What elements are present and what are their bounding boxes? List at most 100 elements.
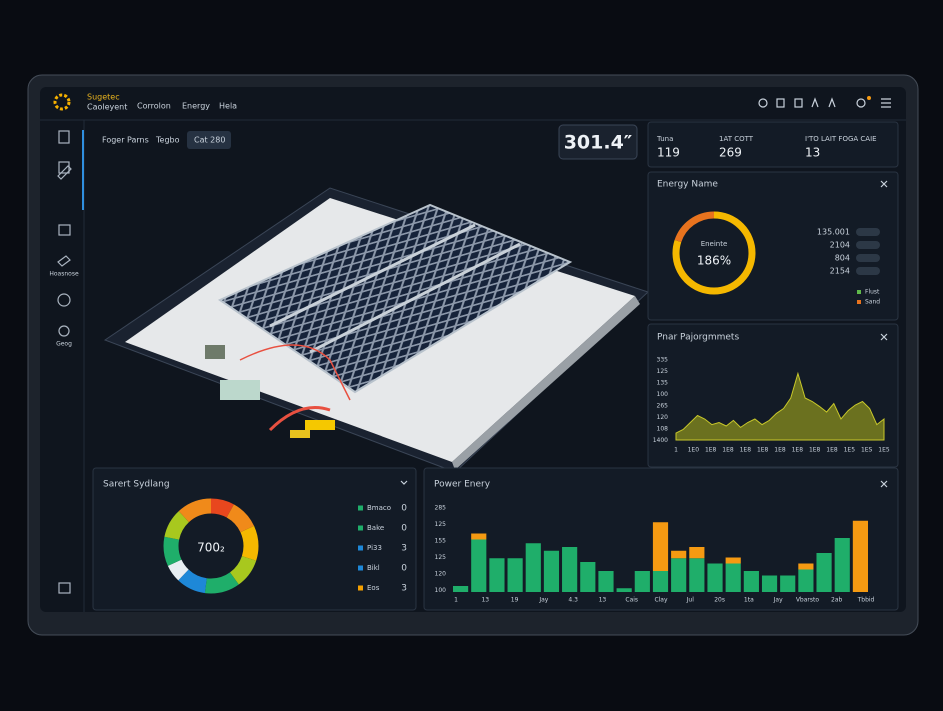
close-icons[interactable] [400,180,888,488]
bar [489,558,505,592]
row-label: Bikl [367,564,380,572]
sidebar-icons[interactable] [57,130,72,594]
nav-item[interactable]: Corrolon [137,102,171,111]
x-label: Cais [625,597,638,604]
y-label: 100 [657,391,669,398]
tab-active[interactable] [187,131,231,149]
x-label: 13 [481,597,489,604]
x-label: 1E5 [878,447,890,454]
bar [671,550,687,559]
x-label: 1ta [744,597,754,604]
x-label: 1E8 [774,447,786,454]
x-label: Jay [773,597,783,604]
gauge-label: Eneinte [701,240,728,248]
row-value: 3 [401,544,407,554]
x-label: Clay [654,597,668,604]
y-label: 125 [435,554,447,561]
bar [616,588,632,592]
sidebar-label: Geog [56,341,72,348]
bar [634,571,650,592]
nav-item[interactable]: Hela [219,102,237,111]
x-label: 1E8 [722,447,734,454]
row-bar [856,254,880,262]
x-label: 1E8 [826,447,838,454]
tab-label[interactable]: Foger Parns [102,136,149,145]
x-label: 4.3 [568,597,578,604]
bar [780,575,796,592]
x-label: Vbarsto [796,597,820,604]
row-value: 135.001 [817,228,850,237]
bar [525,543,541,592]
bar [580,562,596,592]
y-label: 108 [657,426,669,433]
y-label: 120 [657,414,669,421]
bar [562,547,578,592]
row-bar [856,267,880,275]
notification-dot [867,96,871,100]
reading: 301.4″ [564,132,633,154]
brand: Sugetec [87,93,120,102]
y-label: 125 [435,521,447,528]
stat-value: 119 [657,146,680,160]
energy-panel [647,171,899,321]
row-bar [856,228,880,236]
area [675,371,885,441]
stat-label: I'TO LAIT FOGA CAIE [805,135,877,143]
x-label: 1E8 [757,447,769,454]
y-label: 120 [435,571,447,578]
tab-label[interactable]: Cat 280 [194,136,225,145]
nav-item[interactable]: Energy [182,102,210,111]
y-label: 155 [435,538,447,545]
panel-title: Sarert Sydlang [103,480,170,490]
toolbar-icons[interactable] [758,97,891,108]
row-value: 0 [401,504,407,514]
x-label: Tbbid [857,597,875,604]
bar [834,538,850,592]
x-label: 19 [511,597,519,604]
bar [598,571,614,592]
row-value: 0 [401,524,407,534]
bar [652,571,669,592]
bar [761,575,778,592]
bar [652,522,669,571]
y-label: 335 [657,357,669,364]
row-label: Eos [367,584,380,592]
panel-title: Pnar Pajorgmmets [657,333,739,343]
ring-segment [163,498,259,594]
x-label: 1E8 [809,447,821,454]
stat-value: 269 [719,146,742,160]
y-label: 100 [435,587,447,594]
y-label: 285 [435,505,447,512]
panel-title: Power Enery [434,480,491,490]
row-label: Bake [367,524,384,532]
row-swatch [358,525,363,531]
x-label: Jul [686,597,695,604]
x-label: 13 [599,597,607,604]
legend-label: Sand [865,299,880,306]
stats-panel [647,121,899,168]
ring-segment [163,498,259,594]
x-label: 1E5 [844,447,856,454]
x-label: 1 [454,597,458,604]
tab-label[interactable]: Tegbo [155,136,180,145]
bar [543,550,560,592]
legend-swatch [857,290,861,294]
row-swatch [358,505,363,511]
x-label: 1 [674,447,678,454]
y-label: 265 [657,403,669,410]
y-label: 1400 [653,437,668,444]
bar [725,557,741,564]
donut-center: 700₂ [197,541,225,555]
row-value: 2104 [830,241,850,250]
bar [471,533,487,540]
x-label: Jay [538,597,548,604]
bar [816,553,832,592]
y-label: 135 [657,380,669,387]
row-label: Bmaco [367,504,391,512]
ring-segment [163,498,259,594]
bar [689,547,705,559]
bar [725,563,741,592]
row-swatch [358,565,363,571]
logo [53,93,71,111]
legend-label: Flust [865,289,880,296]
